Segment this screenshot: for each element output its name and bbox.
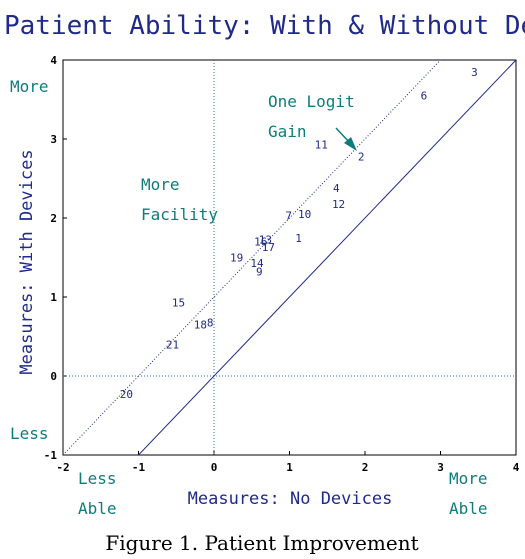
data-point-label: 13 [259,233,272,246]
x-tick-label: 2 [362,461,369,474]
data-point-label: 15 [172,297,185,310]
data-point-label: 11 [315,139,328,152]
more-able-line1: More [449,469,488,488]
less-able-line2: Able [78,499,117,518]
more-y-annotation: More [10,77,49,96]
figure-caption: Figure 1. Patient Improvement [105,531,418,555]
data-point-label: 9 [256,266,263,279]
y-tick-label: 3 [50,133,57,146]
x-tick-label: 0 [211,461,218,474]
chart-title: Patient Ability: With & Without Devices [4,11,525,41]
one-logit-gain-line1: One Logit [268,92,355,111]
data-point-label: 1 [295,232,302,245]
less-y-annotation: Less [10,424,49,443]
data-point-label: 21 [166,338,179,351]
data-point-label: 19 [230,252,243,265]
y-axis-title: Measures: With Devices [17,149,37,374]
one-logit-gain-line [63,60,442,455]
x-tick-label: -2 [56,461,69,474]
data-point-label: 10 [298,208,311,221]
data-point-label: 2 [358,150,365,163]
data-point-label: 14 [250,257,264,270]
more-facility-line1: More [141,175,180,194]
less-able-line1: Less [78,469,117,488]
y-tick-label: -1 [44,449,58,462]
x-tick-label: 4 [513,461,520,474]
x-tick-label: 1 [286,461,293,474]
reference-lines [63,60,516,455]
one-logit-gain-line2: Gain [268,122,307,141]
data-point-label: 17 [262,241,275,254]
more-able-line2: Able [449,499,488,518]
data-point-label: 8 [207,316,214,329]
data-point-label: 18 [194,319,207,332]
data-point-label: 4 [333,182,340,195]
annotation-arrow-head [344,137,357,151]
data-point-label: 3 [471,66,478,79]
x-axis-title: Measures: No Devices [188,489,393,509]
data-point-label: 12 [332,198,345,211]
y-tick-label: 1 [50,291,57,304]
data-point-label: 7 [285,210,292,223]
data-point-label: 6 [421,90,428,103]
y-tick-label: 0 [50,370,57,383]
identity-line [137,60,516,455]
y-tick-label: 4 [50,54,57,67]
x-tick-label: 3 [437,461,444,474]
x-tick-label: -1 [132,461,146,474]
more-facility-line2: Facility [141,205,218,224]
data-point-label: 20 [120,388,133,401]
y-tick-label: 2 [50,212,57,225]
data-point-label: 16 [254,236,267,249]
